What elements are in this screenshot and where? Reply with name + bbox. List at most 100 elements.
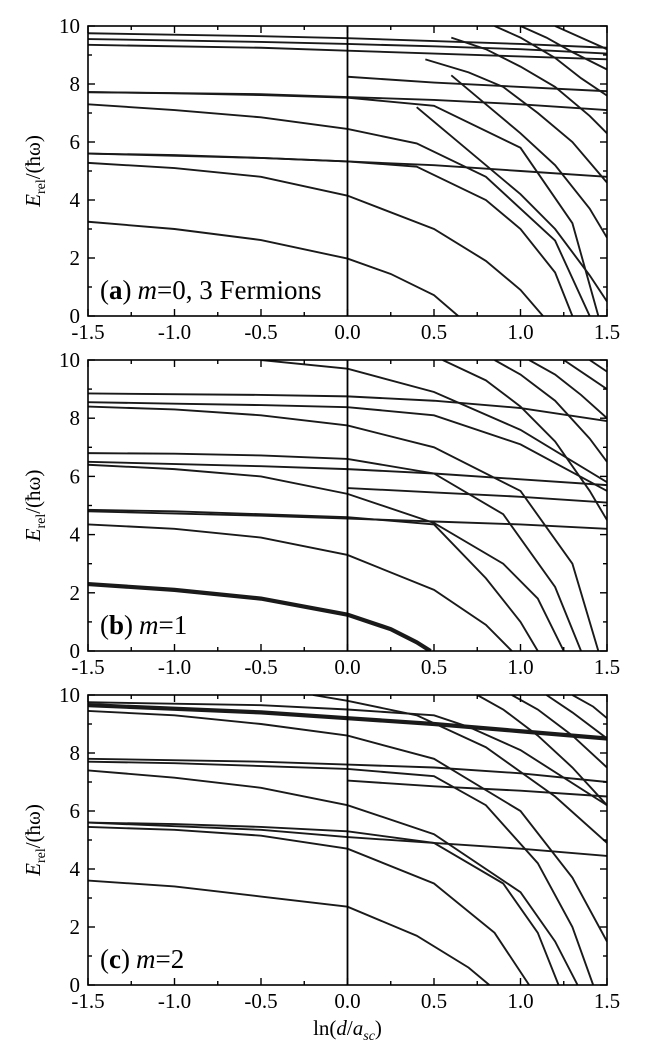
energy-curve-12	[563, 360, 607, 390]
y-axis-unit: /(ħω)	[21, 135, 45, 179]
y-tick-label: 4	[70, 523, 81, 547]
energy-curve-5	[88, 710, 607, 942]
x-tick-label: -1.5	[71, 655, 104, 679]
y-tick-label: 10	[59, 348, 80, 372]
energy-curve-14	[88, 32, 607, 49]
energy-curve-15	[88, 91, 607, 112]
x-tick-label: -1.5	[71, 320, 104, 344]
y-axis-title: Erel/(ħω)	[21, 804, 49, 877]
x-tick-label: 1.5	[594, 989, 620, 1013]
panel-label-text: =1	[159, 610, 188, 640]
x-tick-label: 1.0	[507, 989, 533, 1013]
panel-label: (a) m=0, 3 Fermions	[100, 275, 321, 305]
energy-curve-17	[347, 75, 607, 93]
x-tick-label: 1.0	[507, 320, 533, 344]
energy-curve-12	[571, 695, 607, 719]
y-tick-label: 0	[70, 639, 81, 663]
panel-label-letter: a	[109, 275, 123, 305]
y-tick-label: 6	[70, 464, 81, 488]
y-tick-label: 10	[59, 14, 80, 38]
panel-label-variable: m	[136, 944, 156, 974]
panel-label-paren: )	[121, 944, 130, 974]
energy-curve-7	[425, 58, 607, 184]
energy-curve-2	[88, 821, 560, 985]
panel-label-text: =0, 3 Fermions	[157, 275, 321, 305]
energy-curve-13	[589, 360, 607, 373]
energy-curve-5	[88, 405, 600, 651]
x-tick-label: -0.5	[244, 320, 277, 344]
panel-a: -1.5 -1.0 -0.5 0.0 0.5 1.0 1.5 0 2 4 6 8 10 Erel/(ħω)…	[21, 14, 620, 344]
energy-curve-16	[347, 487, 607, 504]
x-tick-label: 0.0	[334, 989, 360, 1013]
energy-curve-16	[88, 152, 607, 178]
y-tick-label: 6	[70, 130, 81, 154]
y-tick-label: 10	[59, 683, 80, 707]
energy-curve-14	[88, 821, 607, 857]
energy-curve-9	[442, 360, 607, 521]
y-tick-label: 2	[70, 581, 81, 605]
panel-label-letter: c	[109, 944, 121, 974]
y-axis-subscript: rel	[34, 179, 49, 194]
energy-curve-11	[528, 360, 607, 419]
x-axis-symbol: d	[336, 1016, 347, 1040]
panel-label-paren: )	[124, 610, 133, 640]
x-tick-label: -1.5	[71, 989, 104, 1013]
energy-curve-5	[416, 106, 607, 303]
x-axis-subscript: sc	[363, 1029, 375, 1044]
energy-curve-10	[511, 695, 607, 769]
panel-label-paren: (	[100, 275, 109, 305]
energy-curve-4	[88, 760, 595, 985]
energy-curve-4	[88, 452, 582, 651]
y-tick-label: 8	[70, 741, 81, 765]
x-tick-label: -0.5	[244, 989, 277, 1013]
y-axis-title: Erel/(ħω)	[21, 135, 49, 208]
panel-label-paren: (	[100, 944, 109, 974]
panel-label-paren: (	[100, 610, 109, 640]
y-axis-unit: /(ħω)	[21, 470, 45, 514]
y-tick-label: 4	[70, 188, 81, 212]
x-axis-slash: /	[347, 1016, 353, 1040]
panel-label-variable: m	[138, 275, 158, 305]
energy-curve-8	[312, 695, 607, 844]
y-axis-subscript: rel	[34, 514, 49, 529]
x-tick-label: -0.5	[244, 655, 277, 679]
y-axis-subscript: rel	[34, 848, 49, 863]
energy-curve-3	[88, 463, 565, 651]
panel-b: -1.5 -1.0 -0.5 0.0 0.5 1.0 1.5 0 2 4 6 8 10 Erel/(ħω)…	[21, 348, 620, 679]
y-axis-title: Erel/(ħω)	[21, 470, 49, 543]
energy-curve-8	[260, 360, 607, 484]
panel-label: (b) m=1	[100, 610, 187, 640]
x-axis-symbol-a: a	[353, 1016, 364, 1040]
energy-curve-7	[88, 392, 607, 423]
y-axis-symbol: E	[21, 528, 45, 542]
x-tick-label: 0.5	[421, 320, 447, 344]
panel-label-text: =2	[155, 944, 184, 974]
energy-curve-12	[88, 43, 607, 61]
x-tick-label: -1.0	[158, 655, 191, 679]
energy-curve-3	[88, 103, 591, 316]
x-tick-label: 0.0	[334, 320, 360, 344]
energy-curve-15	[88, 510, 607, 530]
x-axis-suffix: )	[375, 1016, 382, 1040]
x-tick-label: 0.5	[421, 655, 447, 679]
x-axis-title: ln(d/asc)	[313, 1016, 382, 1044]
energy-curve-15	[347, 779, 607, 798]
panel-label-letter: b	[109, 610, 124, 640]
y-tick-label: 6	[70, 799, 81, 823]
y-tick-label: 0	[70, 973, 81, 997]
y-tick-label: 4	[70, 857, 81, 881]
panel-label: (c) m=2	[100, 944, 184, 974]
energy-curve-7	[88, 701, 607, 807]
panel-label-variable: m	[139, 610, 159, 640]
panel-c: -1.5 -1.0 -0.5 0.0 0.5 1.0 1.5 0 2 4 6 8 10 Erel/(ħω)…	[21, 683, 620, 1044]
y-axis-symbol: E	[21, 194, 45, 208]
x-tick-label: -1.0	[158, 989, 191, 1013]
y-tick-label: 8	[70, 72, 81, 96]
energy-curve-3	[88, 769, 579, 985]
energy-curve-6	[450, 74, 607, 239]
x-tick-label: 0.5	[421, 989, 447, 1013]
y-tick-label: 2	[70, 246, 81, 270]
y-tick-label: 2	[70, 915, 81, 939]
y-axis-unit: /(ħω)	[21, 804, 45, 848]
